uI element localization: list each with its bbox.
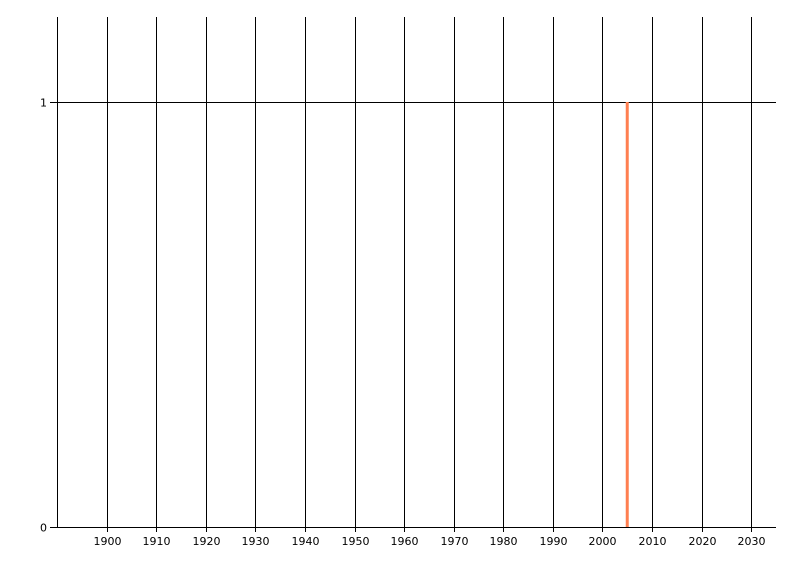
x-tick-label: 2000 xyxy=(589,535,617,548)
x-tick-label: 1930 xyxy=(242,535,270,548)
x-tick-label: 2020 xyxy=(689,535,717,548)
y-tick-label: 1 xyxy=(40,97,47,110)
x-tick-label: 1950 xyxy=(342,535,370,548)
x-tick-label: 1980 xyxy=(490,535,518,548)
x-tick-label: 2010 xyxy=(639,535,667,548)
x-tick-label: 2030 xyxy=(738,535,766,548)
x-tick-label: 1960 xyxy=(391,535,419,548)
bar xyxy=(625,102,629,527)
y-tick-label: 0 xyxy=(40,522,47,535)
x-tick-label: 1920 xyxy=(193,535,221,548)
x-tick-label: 1990 xyxy=(540,535,568,548)
x-tick-label: 1910 xyxy=(143,535,171,548)
x-tick-label: 1900 xyxy=(94,535,122,548)
x-tick-label: 1970 xyxy=(441,535,469,548)
x-tick-label: 1940 xyxy=(292,535,320,548)
